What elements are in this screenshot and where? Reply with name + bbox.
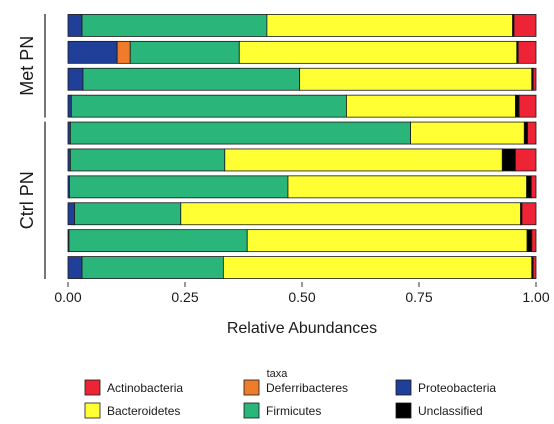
bar-segment-actinobacteria bbox=[518, 94, 537, 118]
bar-segment-unclassified bbox=[526, 175, 532, 199]
bar-segment-actinobacteria bbox=[530, 175, 537, 199]
bar-segment-unclassified bbox=[501, 148, 516, 172]
bar-segment-firmicutes bbox=[69, 175, 289, 199]
bar-segment-unclassified bbox=[515, 94, 520, 118]
legend-item: Bacteroidetes bbox=[84, 402, 180, 419]
x-tick-label: 0.50 bbox=[288, 289, 315, 305]
bar-segment-firmicutes bbox=[68, 229, 248, 253]
bar-segment-actinobacteria bbox=[513, 14, 537, 37]
bars-layer bbox=[67, 14, 537, 279]
bar-row bbox=[67, 148, 537, 172]
bar-row bbox=[67, 256, 537, 279]
bar-segment-actinobacteria bbox=[532, 67, 537, 91]
bar-segment-unclassified bbox=[523, 121, 528, 145]
bar-segment-bacteroidetes bbox=[299, 67, 533, 91]
legend: taxa Actinobacteria Deferribacteres Proteo… bbox=[84, 368, 496, 419]
bar-segment-actinobacteria bbox=[515, 148, 537, 172]
bar-segment-bacteroidetes bbox=[180, 202, 521, 226]
bar-row bbox=[67, 202, 537, 226]
bar-segment-proteobacteria bbox=[67, 40, 118, 64]
bar-segment-bacteroidetes bbox=[287, 175, 528, 199]
bar-segment-proteobacteria bbox=[67, 202, 75, 226]
legend-swatch bbox=[84, 379, 101, 396]
bar-segment-firmicutes bbox=[81, 14, 268, 37]
bar-segment-bacteroidetes bbox=[410, 121, 525, 145]
x-axis: 0.00 0.25 0.50 0.75 1.00 bbox=[54, 282, 550, 305]
bar-segment-bacteroidetes bbox=[238, 40, 518, 64]
legend-title: taxa bbox=[267, 368, 289, 380]
bar-segment-unclassified bbox=[526, 229, 533, 253]
bar-segment-proteobacteria bbox=[67, 14, 83, 37]
bar-segment-actinobacteria bbox=[532, 256, 537, 279]
bar-segment-bacteroidetes bbox=[222, 256, 533, 279]
bar-row bbox=[67, 175, 537, 199]
x-axis-label: Relative Abundances bbox=[227, 320, 377, 337]
group-labels: Met PN Ctrl PN bbox=[17, 14, 46, 279]
group-label: Met PN bbox=[17, 36, 37, 96]
legend-item: Firmicutes bbox=[243, 402, 321, 419]
x-tick-label: 0.25 bbox=[171, 289, 198, 305]
legend-label: Bacteroidetes bbox=[107, 404, 180, 418]
bar-segment-bacteroidetes bbox=[266, 14, 513, 37]
legend-label: Firmicutes bbox=[266, 404, 321, 418]
bar-row bbox=[67, 67, 537, 91]
bar-segment-proteobacteria bbox=[67, 94, 72, 118]
legend-swatch bbox=[84, 402, 101, 419]
legend-item: Unclassified bbox=[395, 402, 483, 419]
bar-row bbox=[67, 94, 537, 118]
x-tick-label: 1.00 bbox=[522, 289, 549, 305]
bar-segment-firmicutes bbox=[129, 40, 240, 64]
x-tick-label: 0.00 bbox=[54, 289, 81, 305]
bar-segment-firmicutes bbox=[69, 121, 411, 145]
bar-segment-firmicutes bbox=[69, 148, 226, 172]
bar-segment-deferribacteres bbox=[116, 40, 131, 64]
bar-segment-bacteroidetes bbox=[246, 229, 528, 253]
bar-segment-proteobacteria bbox=[67, 67, 84, 91]
legend-swatch bbox=[395, 402, 412, 419]
legend-label: Deferribacteres bbox=[266, 381, 348, 395]
legend-swatch bbox=[243, 379, 260, 396]
legend-label: Actinobacteria bbox=[107, 381, 183, 395]
bar-segment-firmicutes bbox=[74, 202, 182, 226]
legend-swatch bbox=[243, 402, 260, 419]
legend-label: Proteobacteria bbox=[418, 381, 496, 395]
bar-segment-firmicutes bbox=[82, 67, 301, 91]
legend-item: Proteobacteria bbox=[395, 379, 496, 396]
bar-segment-proteobacteria bbox=[67, 256, 83, 279]
bar-row bbox=[67, 14, 537, 37]
bar-row bbox=[67, 229, 537, 253]
bar-segment-actinobacteria bbox=[527, 121, 537, 145]
legend-item: Deferribacteres bbox=[243, 379, 348, 396]
bar-segment-actinobacteria bbox=[521, 202, 537, 226]
bar-segment-actinobacteria bbox=[517, 40, 537, 64]
bar-segment-firmicutes bbox=[70, 94, 347, 118]
legend-swatch bbox=[395, 379, 412, 396]
bar-row bbox=[67, 121, 537, 145]
bar-segment-firmicutes bbox=[81, 256, 224, 279]
group-label: Ctrl PN bbox=[17, 171, 37, 229]
x-tick-label: 0.75 bbox=[405, 289, 432, 305]
bar-segment-actinobacteria bbox=[531, 229, 537, 253]
legend-label: Unclassified bbox=[418, 404, 483, 418]
bar-segment-bacteroidetes bbox=[346, 94, 516, 118]
bar-row bbox=[67, 40, 537, 64]
bar-segment-bacteroidetes bbox=[224, 148, 503, 172]
legend-item: Actinobacteria bbox=[84, 379, 183, 396]
